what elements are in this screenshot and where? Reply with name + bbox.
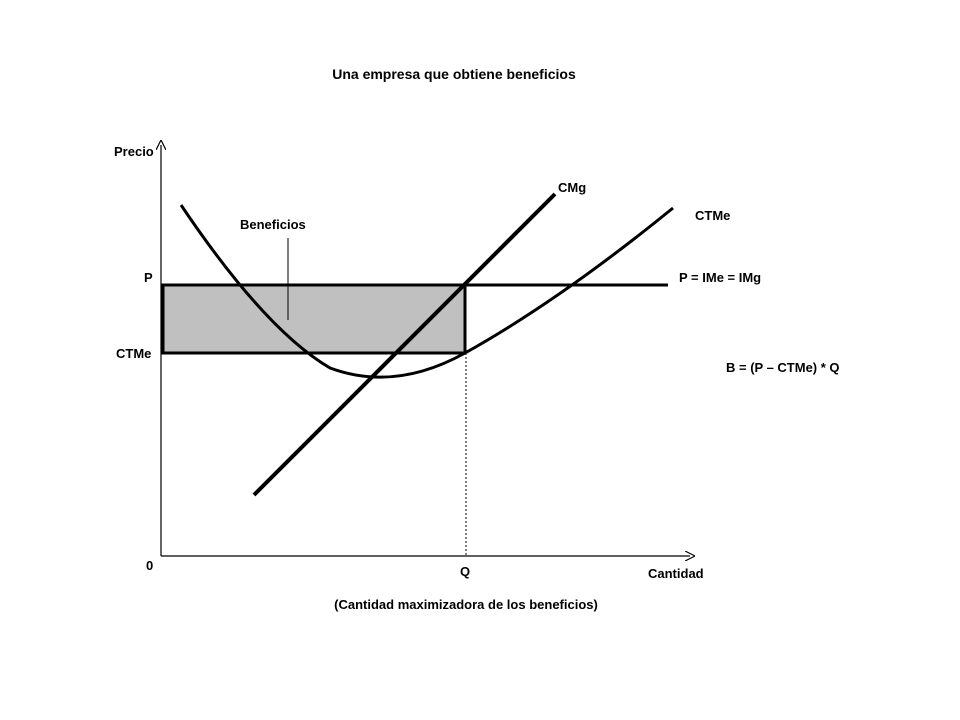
ctme-axis-label: CTMe [116, 346, 151, 361]
ctme-curve-label: CTMe [695, 208, 730, 223]
price-line-label: P = IMe = IMg [679, 270, 761, 285]
p-axis-label: P [144, 270, 153, 285]
cmg-curve-label: CMg [558, 180, 586, 195]
y-axis-label: Precio [114, 144, 154, 159]
origin-label: 0 [146, 558, 153, 573]
q-axis-label: Q [460, 564, 470, 579]
beneficios-label: Beneficios [240, 217, 306, 232]
profit-formula: B = (P – CTMe) * Q [726, 360, 840, 375]
q-caption: (Cantidad maximizadora de los beneficios… [334, 597, 598, 612]
x-axis-label: Cantidad [648, 566, 704, 581]
profit-area [161, 283, 467, 355]
cmg-curve [252, 192, 557, 497]
chart-title: Una empresa que obtiene beneficios [332, 66, 576, 82]
